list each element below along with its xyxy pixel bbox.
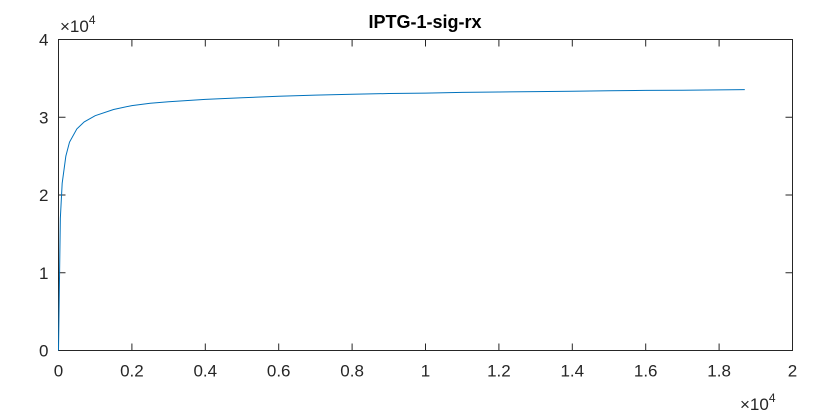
x-tick-label: 0.2 [120,362,144,381]
data-series-line [58,89,745,351]
axes-box [58,39,793,351]
x-tick-label: 1.6 [634,362,658,381]
y-tick-label: 4 [39,31,48,50]
x-tick-label: 1.2 [487,362,511,381]
x-tick-label: 0.4 [193,362,217,381]
x-axis: 0 0.2 0.4 0.6 0.8 1 1.2 1.4 1.6 1.8 2 [54,39,797,381]
x-tick-label: 0 [54,362,63,381]
y-tick-label: 2 [39,186,48,205]
y-exponent-label: ×104 [60,13,96,36]
x-tick-label: 0.6 [267,362,291,381]
chart-title: IPTG-1-sig-rx [368,12,481,32]
y-tick-label: 3 [39,108,48,127]
x-tick-label: 0.8 [340,362,364,381]
y-tick-label: 0 [39,342,48,361]
x-tick-label: 2 [788,362,797,381]
x-tick-label: 1.4 [560,362,584,381]
y-tick-label: 1 [39,264,48,283]
x-exponent-label: ×104 [740,391,776,414]
x-tick-label: 1 [421,362,430,381]
x-tick-label: 1.8 [707,362,731,381]
